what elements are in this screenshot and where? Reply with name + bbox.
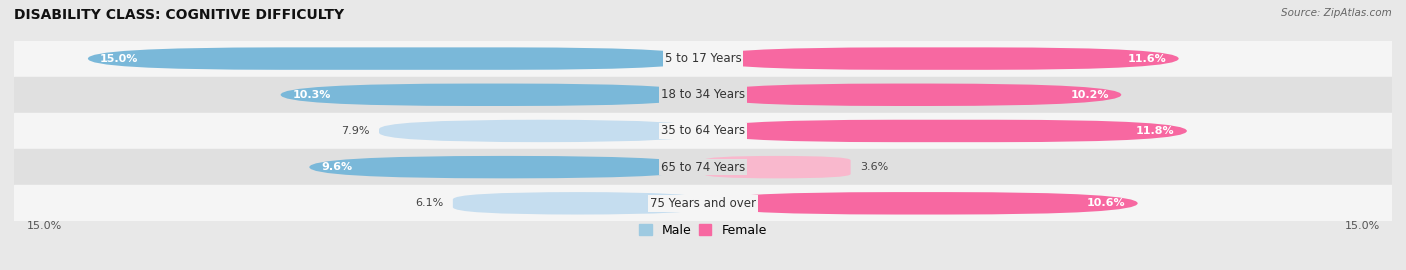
Text: 15.0%: 15.0% xyxy=(100,53,139,64)
Bar xyxy=(14,149,1392,185)
Text: 7.9%: 7.9% xyxy=(342,126,370,136)
Text: 6.1%: 6.1% xyxy=(415,198,444,208)
Text: 9.6%: 9.6% xyxy=(322,162,353,172)
Text: 10.2%: 10.2% xyxy=(1070,90,1109,100)
FancyBboxPatch shape xyxy=(703,192,1137,215)
FancyBboxPatch shape xyxy=(703,120,1187,142)
Text: 11.6%: 11.6% xyxy=(1128,53,1167,64)
FancyBboxPatch shape xyxy=(380,120,703,142)
FancyBboxPatch shape xyxy=(453,192,703,215)
Text: 75 Years and over: 75 Years and over xyxy=(650,197,756,210)
Text: 10.6%: 10.6% xyxy=(1087,198,1125,208)
Legend: Male, Female: Male, Female xyxy=(640,224,766,237)
Bar xyxy=(14,77,1392,113)
Bar xyxy=(14,113,1392,149)
Text: 10.3%: 10.3% xyxy=(292,90,332,100)
Text: 15.0%: 15.0% xyxy=(1344,221,1379,231)
Text: 65 to 74 Years: 65 to 74 Years xyxy=(661,161,745,174)
Text: 18 to 34 Years: 18 to 34 Years xyxy=(661,88,745,101)
Bar xyxy=(14,185,1392,221)
FancyBboxPatch shape xyxy=(309,156,703,178)
Text: 15.0%: 15.0% xyxy=(27,221,62,231)
Text: 35 to 64 Years: 35 to 64 Years xyxy=(661,124,745,137)
FancyBboxPatch shape xyxy=(703,47,1178,70)
FancyBboxPatch shape xyxy=(703,83,1122,106)
Text: Source: ZipAtlas.com: Source: ZipAtlas.com xyxy=(1281,8,1392,18)
Text: 3.6%: 3.6% xyxy=(860,162,889,172)
FancyBboxPatch shape xyxy=(87,47,703,70)
Text: 5 to 17 Years: 5 to 17 Years xyxy=(665,52,741,65)
FancyBboxPatch shape xyxy=(281,83,703,106)
Text: DISABILITY CLASS: COGNITIVE DIFFICULTY: DISABILITY CLASS: COGNITIVE DIFFICULTY xyxy=(14,8,344,22)
Text: 11.8%: 11.8% xyxy=(1136,126,1174,136)
FancyBboxPatch shape xyxy=(703,156,851,178)
Bar xyxy=(14,40,1392,77)
